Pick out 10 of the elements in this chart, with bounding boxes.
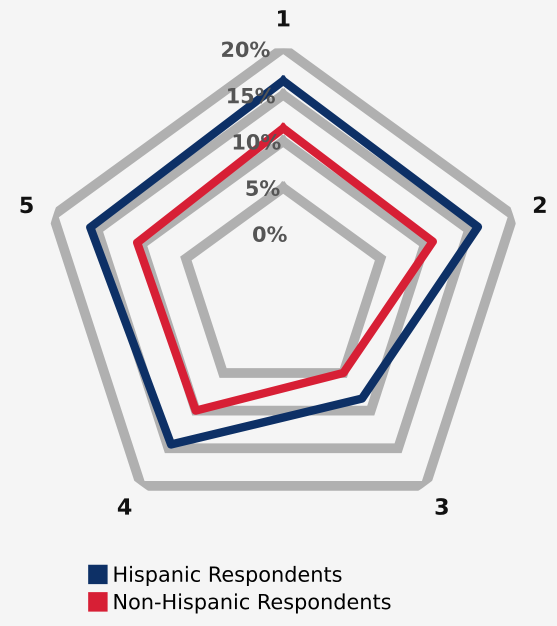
spoke-label: 3 — [436, 498, 448, 515]
legend-label: Non-Hispanic Respondents — [114, 593, 391, 614]
y-tick-label: 20% — [222, 41, 270, 58]
spoke-label: 5 — [20, 196, 33, 214]
spoke-label: 2 — [534, 196, 546, 213]
y-tick-label: 0% — [253, 226, 287, 242]
legend-label: Hispanic Respondents — [114, 566, 342, 586]
spoke-label: 4 — [118, 498, 132, 515]
y-tick-label: 5% — [246, 180, 280, 196]
spoke-label: 1 — [278, 10, 290, 26]
